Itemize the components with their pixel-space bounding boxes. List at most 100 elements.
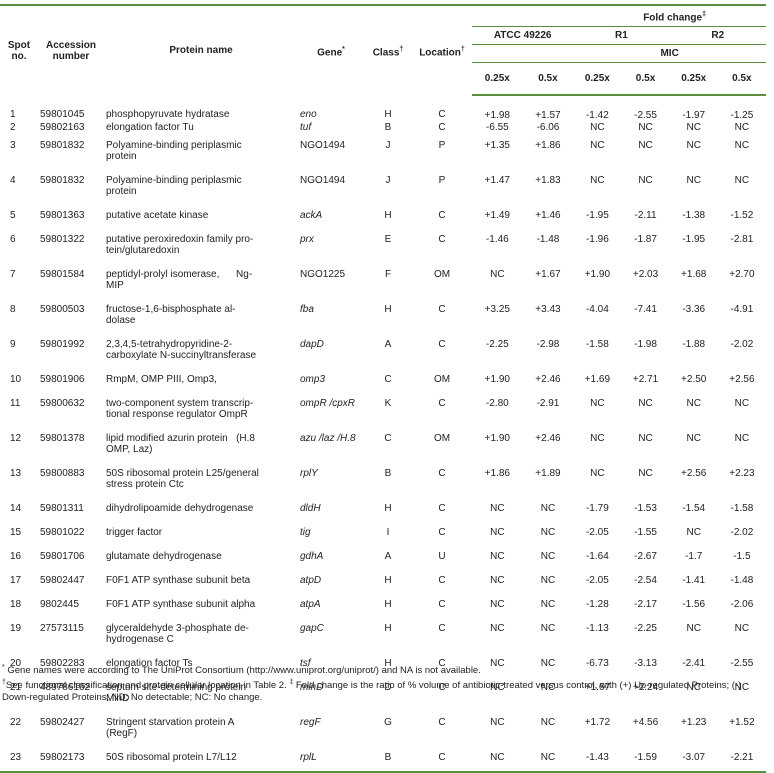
protein-cell: lipid modified azurin protein (H.8 OMP, L… [104,426,298,461]
protein-cell: Polyamine-binding periplasmic protein [104,133,298,168]
protein-line: glutamate dehydrogenase [106,551,222,563]
fold-value: NC [734,433,750,445]
location-cell: OM [433,269,451,281]
fold-value: -2.55 [634,110,657,122]
gene-cell: NGO1494 [300,175,346,187]
gene-cell: dapD [300,339,324,351]
location-cell: C [438,398,446,410]
protein-cell: peptidyl-prolyl isomerase, Ng- MIP [104,262,298,297]
protein-line: RmpM, OMP PIII, Omp3, [106,374,217,386]
fold-value: +1.57 [535,110,561,122]
table-row: 7 59801584 peptidyl-prolyl isomerase, Ng- M… [0,262,766,297]
protein-line: dihydrolipoamide dehydrogenase [106,503,254,515]
protein-cell: elongation factor Tu [104,121,298,133]
class-cell: I [386,527,390,539]
header-cell: Location† [412,3,472,96]
footnote: †See functional classification and prote… [2,677,768,704]
header-text: Gene [317,46,343,58]
table-row: 3 59801832 Polyamine-binding periplasmic pr… [0,133,766,168]
class-cell: A [384,551,392,563]
header-text: Location [419,46,461,58]
table-row: 9 59801992 2,3,4,5-tetrahydropyridine-2- ca… [0,332,766,367]
protein-line: phosphopyruvate hydratase [106,109,230,121]
fold-value: +2.71 [632,374,659,386]
class-cell: F [384,269,392,281]
fold-value: -1.79 [585,503,609,515]
spot-cell: 3 [10,140,16,152]
footnote-mark: * [342,45,345,53]
class-cell: H [384,503,392,515]
fold-value: NC [734,140,750,152]
fold-value: -1.58 [585,339,609,351]
class-cell: A [384,339,392,351]
fold-value: +1.83 [535,175,561,187]
spot-cell: 8 [10,304,16,316]
protein-cell: putative peroxiredoxin family pro-tein/g… [104,227,298,262]
protein-cell: trigger factor [104,520,298,544]
table-row: 19 27573115 glyceraldehyde 3-phosphate de-… [0,616,766,651]
fold-value: +3.43 [535,304,561,316]
header-cell: 0.25x [669,62,718,97]
protein-cell: fructose-1,6-bisphosphate al-dolase [104,297,298,332]
fold-value: NC [490,575,505,587]
protein-line: carboxylate N-succinyltransferase [106,350,257,362]
protein-line: stress protein Ctc [106,479,184,491]
fold-value: NC [686,433,701,445]
fold-value: NC [638,122,653,134]
location-cell: C [438,527,446,539]
location-cell: OM [433,433,451,445]
protein-line: MinD [106,693,130,705]
protein-cell: septum site-determining protein MinD [104,675,298,710]
spot-cell: 10 [10,374,22,386]
class-cell: H [384,658,392,670]
header-cell: 0.5x [522,62,574,97]
fold-value: NC [638,433,653,445]
header-cell: 0.25x [472,62,523,97]
fold-value: NC [686,122,701,134]
gene-cell: ompR /cpxR [300,398,356,410]
fold-value: +2.46 [535,433,561,445]
accession-cell: 489786162 [40,682,91,694]
location-cell: P [438,175,446,187]
table-row: 12 59801378 lipid modified azurin protein … [0,426,766,461]
fold-value: -1.28 [585,599,609,611]
table-row: 23 59802173 50S ribosomal protein L7/L12 rp… [0,745,766,773]
class-cell: B [364,745,412,773]
location-cell: C [412,745,472,773]
protein-line: lipid modified azurin protein (H.8 [106,433,255,445]
fold-value: -1.13 [585,623,609,635]
accession-cell: 59801378 [40,433,85,445]
fold-value: -2.25 [485,339,509,351]
gene-cell: tuf [300,122,312,134]
footnote-mark: † [2,679,6,687]
table-row: 14 59801311 dihydrolipoamide dehydrogenase… [0,496,766,520]
class-cell: H [384,304,392,316]
fold-value: -2.05 [585,527,609,539]
fold-value: -2.21 [717,745,766,773]
location-cell: C [438,575,446,587]
class-cell: B [384,468,392,480]
fold-value: -2.98 [536,339,560,351]
header-cell: MIC [660,48,679,60]
fold-value: NC [686,398,701,410]
protein-line: protein [106,151,137,163]
location-cell: P [438,140,446,152]
spot-cell: 12 [10,433,22,445]
protein-line: MIP [106,280,124,292]
protein-line: tein/glutaredoxin [106,245,180,257]
accession-cell: 59800632 [40,398,85,410]
protein-line: 50S ribosomal protein L25/general [106,468,259,480]
fold-value: NC [590,468,605,480]
protein-cell: 50S ribosomal protein L7/L12 [104,745,298,773]
protein-cell: 50S ribosomal protein L25/general stress … [104,461,298,496]
fold-value: -6.55 [485,122,509,134]
accession-cell: 59801584 [40,269,85,281]
fold-value: -1.96 [585,234,609,246]
footnote-mark: * [2,664,5,671]
fold-value: NC [490,599,505,611]
fold-value: -1.46 [485,234,509,246]
accession-cell: 59801311 [40,503,84,515]
protein-line: Stringent starvation protein A [106,717,235,729]
location-cell: C [438,717,446,729]
fold-value: NC [490,658,505,670]
